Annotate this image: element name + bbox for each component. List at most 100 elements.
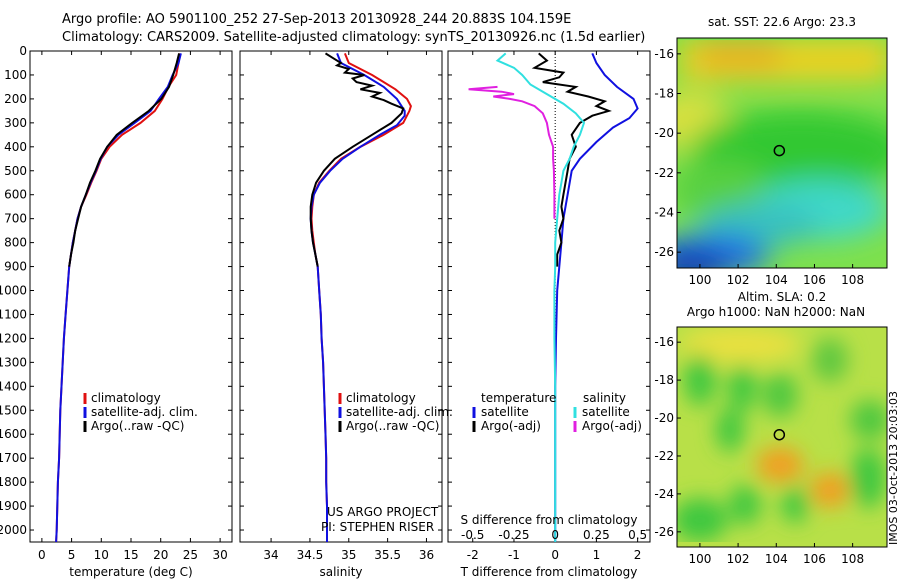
diff-legend-label: Argo(-adj) (481, 419, 541, 433)
sst-argo-position-marker (773, 144, 786, 157)
diff-x-tick-label: 2 (634, 548, 642, 562)
sla-argo-position-marker (773, 428, 786, 441)
pi-annotation: PI: STEPHEN RISER (321, 520, 434, 534)
sst-x-tick-label: 108 (841, 273, 864, 287)
sal-x-tick-label: 35.5 (374, 548, 401, 562)
temp-x-tick-label: 15 (123, 548, 138, 562)
diff-x-tick-label: 0 (551, 548, 559, 562)
sal-legend-label: Argo(..raw -QC) (346, 419, 439, 433)
sla-x-tick-label: 102 (727, 552, 750, 566)
sla-x-tick-label: 100 (688, 552, 711, 566)
sal-series-line-1 (309, 53, 406, 542)
sla-x-tick-label: 104 (765, 552, 788, 566)
diff-x-axis-label: T difference from climatology (460, 565, 638, 579)
sla-map-subtitle: Argo h1000: NaN h2000: NaN (687, 305, 865, 319)
sal-x-axis-label: salinity (319, 565, 362, 579)
depth-tick-label: 300 (4, 116, 27, 130)
sla-map-title: Altim. SLA: 0.2 (738, 290, 826, 304)
depth-tick-label: 200 (4, 92, 27, 106)
sst-y-tick-label: -22 (654, 166, 674, 180)
depth-tick-label: 1600 (0, 427, 27, 441)
sal-legend-label: satellite-adj. clim. (346, 405, 453, 419)
temp-legend-label: satellite-adj. clim. (91, 405, 198, 419)
sal-x-tick-label: 35 (341, 548, 356, 562)
temp-x-tick-label: 0 (38, 548, 46, 562)
diff-series-line-2 (495, 52, 586, 542)
sla-y-tick-label: -18 (654, 373, 674, 387)
depth-tick-label: 1900 (0, 499, 27, 513)
depth-tick-label: 1700 (0, 451, 27, 465)
sst-y-tick-label: -24 (654, 205, 674, 219)
diff-legend-label: satellite (582, 405, 630, 419)
sst-map-title: sat. SST: 22.6 Argo: 23.3 (708, 15, 856, 29)
diff-top-tick-label: -0.25 (498, 528, 529, 542)
sal-x-tick-label: 36 (419, 548, 434, 562)
depth-tick-label: 1200 (0, 331, 27, 345)
chart-title-line2: Climatology: CARS2009. Satellite-adjuste… (62, 30, 646, 45)
depth-tick-label: 900 (4, 260, 27, 274)
depth-tick-label: 1400 (0, 379, 27, 393)
depth-tick-label: 0 (19, 44, 27, 58)
sst-y-tick-label: -18 (654, 87, 674, 101)
diff-series-group (468, 51, 639, 542)
diff-legend-header: salinity (583, 391, 626, 405)
sst-y-tick-label: -26 (654, 245, 674, 259)
diff-legend-label: satellite (481, 405, 529, 419)
chart-title-line1: Argo profile: AO 5901100_252 27-Sep-2013… (62, 12, 572, 27)
diff-x-tick-label: 1 (593, 548, 601, 562)
sst-map-field (677, 38, 887, 268)
diff-x-tick-label: -2 (467, 548, 479, 562)
depth-tick-label: 400 (4, 140, 27, 154)
depth-tick-label: 700 (4, 212, 27, 226)
temp-x-tick-label: 5 (68, 548, 76, 562)
depth-tick-label: 1500 (0, 403, 27, 417)
depth-tick-label: 2000 (0, 523, 27, 537)
sla-y-tick-label: -22 (654, 449, 674, 463)
sal-x-tick-label: 34.5 (297, 548, 324, 562)
sla-x-tick-label: 108 (841, 552, 864, 566)
temp-x-axis-label: temperature (deg C) (69, 565, 192, 579)
depth-tick-label: 1100 (0, 307, 27, 321)
depth-tick-label: 600 (4, 188, 27, 202)
diff-series-line-1 (531, 52, 612, 267)
sst-x-tick-label: 100 (688, 273, 711, 287)
project-annotation: US ARGO PROJECT (327, 505, 439, 519)
depth-tick-label: 1000 (0, 284, 27, 298)
temp-legend-label: Argo(..raw -QC) (91, 419, 184, 433)
sst-y-tick-label: -16 (654, 47, 674, 61)
diff-legend-label: Argo(-adj) (582, 419, 642, 433)
diff-top-tick-label: 0.5 (628, 528, 647, 542)
sla-y-tick-label: -20 (654, 411, 674, 425)
sst-y-tick-label: -20 (654, 126, 674, 140)
sal-legend-label: climatology (346, 391, 416, 405)
diff-x-tick-label: -1 (508, 548, 520, 562)
temp-legend-label: climatology (91, 391, 161, 405)
sla-y-tick-label: -26 (654, 525, 674, 539)
temp-x-tick-label: 10 (94, 548, 109, 562)
depth-tick-label: 1300 (0, 355, 27, 369)
sla-x-tick-label: 106 (803, 552, 826, 566)
temp-series-line-1 (55, 53, 182, 542)
depth-tick-label: 800 (4, 236, 27, 250)
depth-tick-label: 100 (4, 68, 27, 82)
diff-top-tick-label: 0 (551, 528, 559, 542)
temp-series-line-0 (55, 53, 181, 542)
diff-series-line-3 (468, 85, 556, 219)
sst-x-tick-label: 102 (727, 273, 750, 287)
diff-top-tick-label: 0.25 (583, 528, 610, 542)
temp-series-line-2 (68, 53, 181, 267)
temp-series-group (55, 53, 182, 542)
sst-x-tick-label: 106 (803, 273, 826, 287)
temp-x-tick-label: 25 (183, 548, 198, 562)
sst-x-tick-label: 104 (765, 273, 788, 287)
sla-map-field (677, 327, 887, 547)
diff-top-axis-label: S difference from climatology (461, 513, 638, 527)
sal-series-line-2 (309, 52, 405, 267)
diff-plot-frame (447, 50, 651, 543)
depth-tick-label: 500 (4, 164, 27, 178)
temp-x-tick-label: 30 (212, 548, 227, 562)
diff-top-tick-label: -0.5 (461, 528, 484, 542)
sal-plot-frame (239, 50, 443, 543)
sal-x-tick-label: 34 (263, 548, 278, 562)
